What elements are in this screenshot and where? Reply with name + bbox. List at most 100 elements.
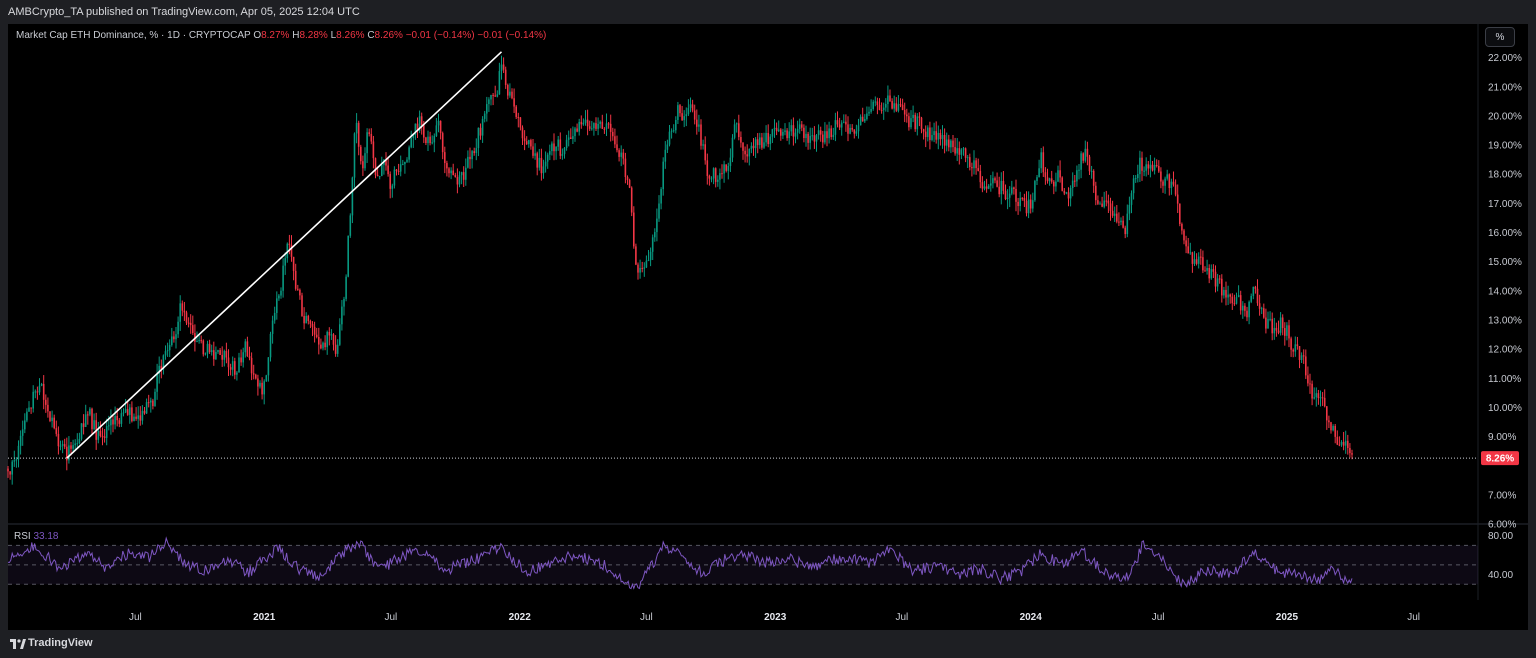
candle-body: [998, 186, 1000, 195]
candle-body: [213, 350, 215, 360]
candle-body: [605, 123, 608, 130]
candle-body: [700, 124, 702, 146]
candle-body: [381, 164, 383, 177]
candle-body: [374, 158, 377, 175]
candle-body: [985, 186, 988, 189]
candle-body: [530, 140, 532, 147]
candle-body: [1302, 355, 1305, 357]
candle-body: [899, 104, 902, 106]
candle-body: [1162, 181, 1164, 186]
time-tick-label: Jul: [1407, 612, 1420, 623]
candle-body: [1334, 425, 1336, 437]
candle-body: [786, 130, 788, 139]
candle-body: [87, 414, 89, 416]
candle-body: [1019, 197, 1021, 207]
candle-body: [168, 345, 171, 351]
candle-body: [1298, 346, 1301, 360]
tradingview-logo-icon[interactable]: [10, 638, 26, 650]
candle-body: [11, 461, 13, 475]
candle-body: [593, 123, 595, 129]
time-tick-label: 2021: [253, 612, 276, 623]
tradingview-brand[interactable]: TradingView: [28, 637, 93, 649]
candle-body: [1288, 325, 1290, 339]
candle-body: [1095, 185, 1097, 201]
candle-body: [217, 350, 219, 353]
candle-body: [1294, 344, 1297, 352]
candle-body: [941, 134, 944, 140]
candle-body: [339, 324, 341, 345]
candle-body: [910, 118, 912, 128]
candle-body: [91, 408, 93, 430]
candle-body: [750, 145, 753, 149]
candle-body: [55, 428, 58, 434]
candle-body: [103, 436, 106, 438]
percent-scale-button[interactable]: %: [1485, 27, 1515, 47]
candle-body: [790, 125, 793, 132]
rsi-name[interactable]: RSI: [14, 531, 31, 542]
candle-body: [1267, 319, 1269, 329]
candle-body: [1307, 375, 1309, 384]
candle-body: [1342, 441, 1345, 446]
candle-body: [845, 121, 847, 125]
symbol-name[interactable]: Market Cap ETH Dominance, % · 1D · CRYPT…: [16, 30, 251, 41]
candle-body: [532, 146, 534, 156]
candle-body: [981, 182, 984, 189]
candle-body: [227, 357, 230, 368]
candle-body: [948, 139, 950, 148]
candle-body: [126, 409, 129, 415]
candle-body: [935, 131, 937, 140]
candle-body: [891, 101, 893, 109]
candle-body: [943, 134, 946, 146]
candle-body: [250, 357, 253, 374]
candle-body: [450, 170, 452, 174]
candle-body: [108, 425, 110, 427]
candle-body: [154, 391, 156, 407]
candle-body: [557, 139, 559, 147]
candle-body: [696, 119, 698, 127]
candle-body: [996, 180, 998, 187]
candle-body: [708, 175, 711, 179]
candle-body: [437, 120, 440, 126]
candle-body: [341, 306, 343, 325]
candle-body: [561, 154, 564, 156]
candle-body: [549, 151, 551, 155]
candle-body: [979, 170, 982, 183]
time-tick-label: Jul: [640, 612, 653, 623]
candle-body: [870, 108, 872, 112]
candle-body: [528, 140, 530, 145]
candle-body: [572, 136, 574, 139]
candle-body: [584, 119, 587, 123]
candle-body: [752, 145, 755, 149]
candle-body: [687, 107, 690, 115]
candle-body: [1002, 180, 1005, 191]
candle-body: [748, 148, 751, 157]
candle-body: [1300, 355, 1303, 360]
candle-body: [714, 168, 717, 182]
candle-body: [828, 128, 830, 139]
candle-body: [769, 136, 772, 145]
candle-body: [318, 336, 320, 345]
candle-body: [950, 140, 952, 148]
candle-body: [807, 133, 809, 143]
candle-body: [761, 137, 763, 148]
candle-body: [1233, 303, 1236, 305]
candle-body: [565, 139, 568, 148]
candle-body: [1017, 201, 1019, 207]
candle-body: [1004, 190, 1007, 199]
candle-body: [906, 114, 908, 117]
candle-body: [679, 105, 681, 114]
candle-body: [866, 113, 868, 120]
time-tick-label: Jul: [1152, 612, 1165, 623]
candle-body: [397, 170, 400, 172]
price-tick-label: 21.00%: [1488, 82, 1522, 93]
candle-body: [1349, 447, 1351, 454]
candle-body: [704, 144, 706, 161]
candle-body: [458, 175, 461, 185]
candle-body: [1344, 440, 1347, 446]
candle-body: [691, 104, 694, 111]
candle-body: [502, 64, 505, 70]
trendline[interactable]: [66, 51, 503, 459]
candle-body: [964, 148, 967, 158]
candle-body: [885, 103, 887, 108]
